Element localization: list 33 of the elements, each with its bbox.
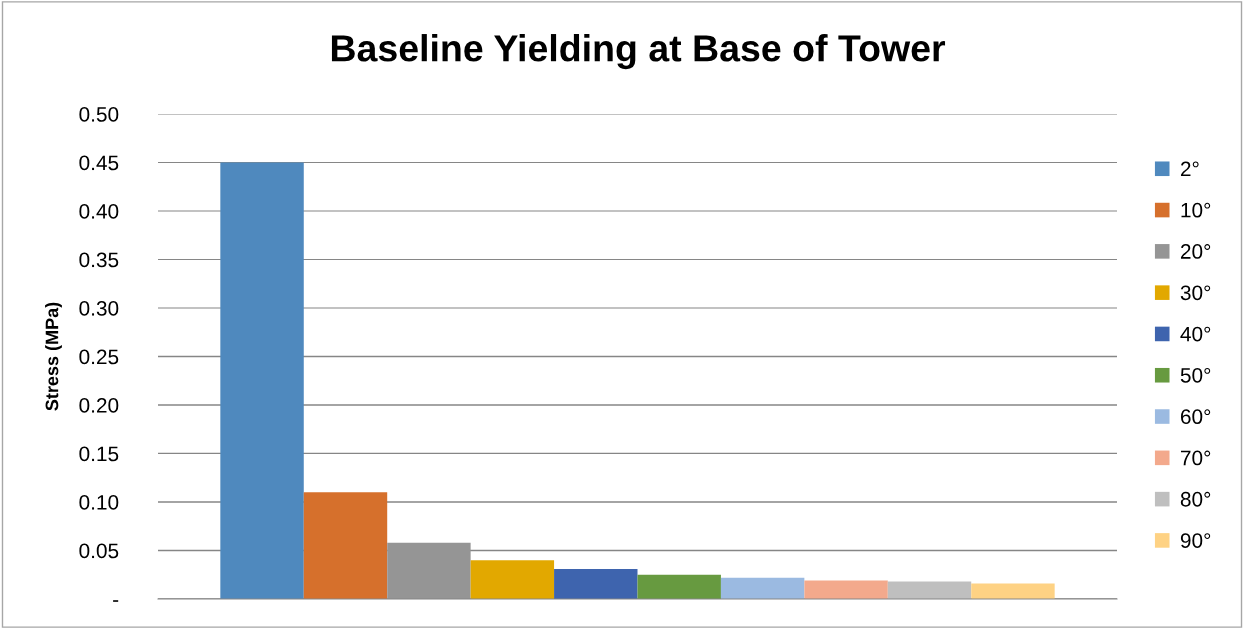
y-tick-label: 0.25: [79, 349, 119, 365]
legend-label: 20°: [1180, 244, 1211, 259]
y-tick-label: 0.05: [79, 543, 119, 559]
legend-label: 80°: [1180, 491, 1211, 507]
legend-label: 70°: [1181, 450, 1211, 466]
y-tick-label: 0.40: [79, 204, 119, 219]
legend-label: 50°: [1180, 367, 1211, 383]
bar: [220, 162, 304, 599]
y-tick-label: 0.15: [79, 446, 119, 462]
legend-label: 40°: [1180, 326, 1211, 342]
bar: [804, 580, 888, 599]
y-tick-label: 0.45: [79, 155, 119, 171]
y-tick-label: 0.50: [79, 107, 119, 122]
bar: [637, 574, 721, 599]
bar: [971, 583, 1055, 599]
legend-label: 60°: [1180, 409, 1211, 425]
bar: [720, 577, 805, 599]
y-tick-label: 0.20: [79, 398, 119, 413]
legend-label: 90°: [1180, 533, 1211, 548]
bar: [387, 542, 471, 599]
bar: [887, 581, 972, 599]
chart-title: Baseline Yielding at Base of Tower: [331, 34, 946, 70]
y-axis-title: Stress (MPa): [45, 302, 62, 411]
y-tick-label: 0.10: [79, 495, 119, 510]
y-tick-label: 0.35: [79, 252, 119, 268]
legend-label: 2°: [1180, 161, 1199, 177]
legend-label: 10°: [1181, 202, 1211, 218]
bar: [470, 560, 555, 599]
y-tick-label: -: [113, 600, 119, 602]
bar: [554, 568, 638, 599]
bar: [303, 492, 388, 599]
y-tick-label: 0.30: [79, 301, 119, 316]
legend-label: 30°: [1180, 285, 1211, 301]
